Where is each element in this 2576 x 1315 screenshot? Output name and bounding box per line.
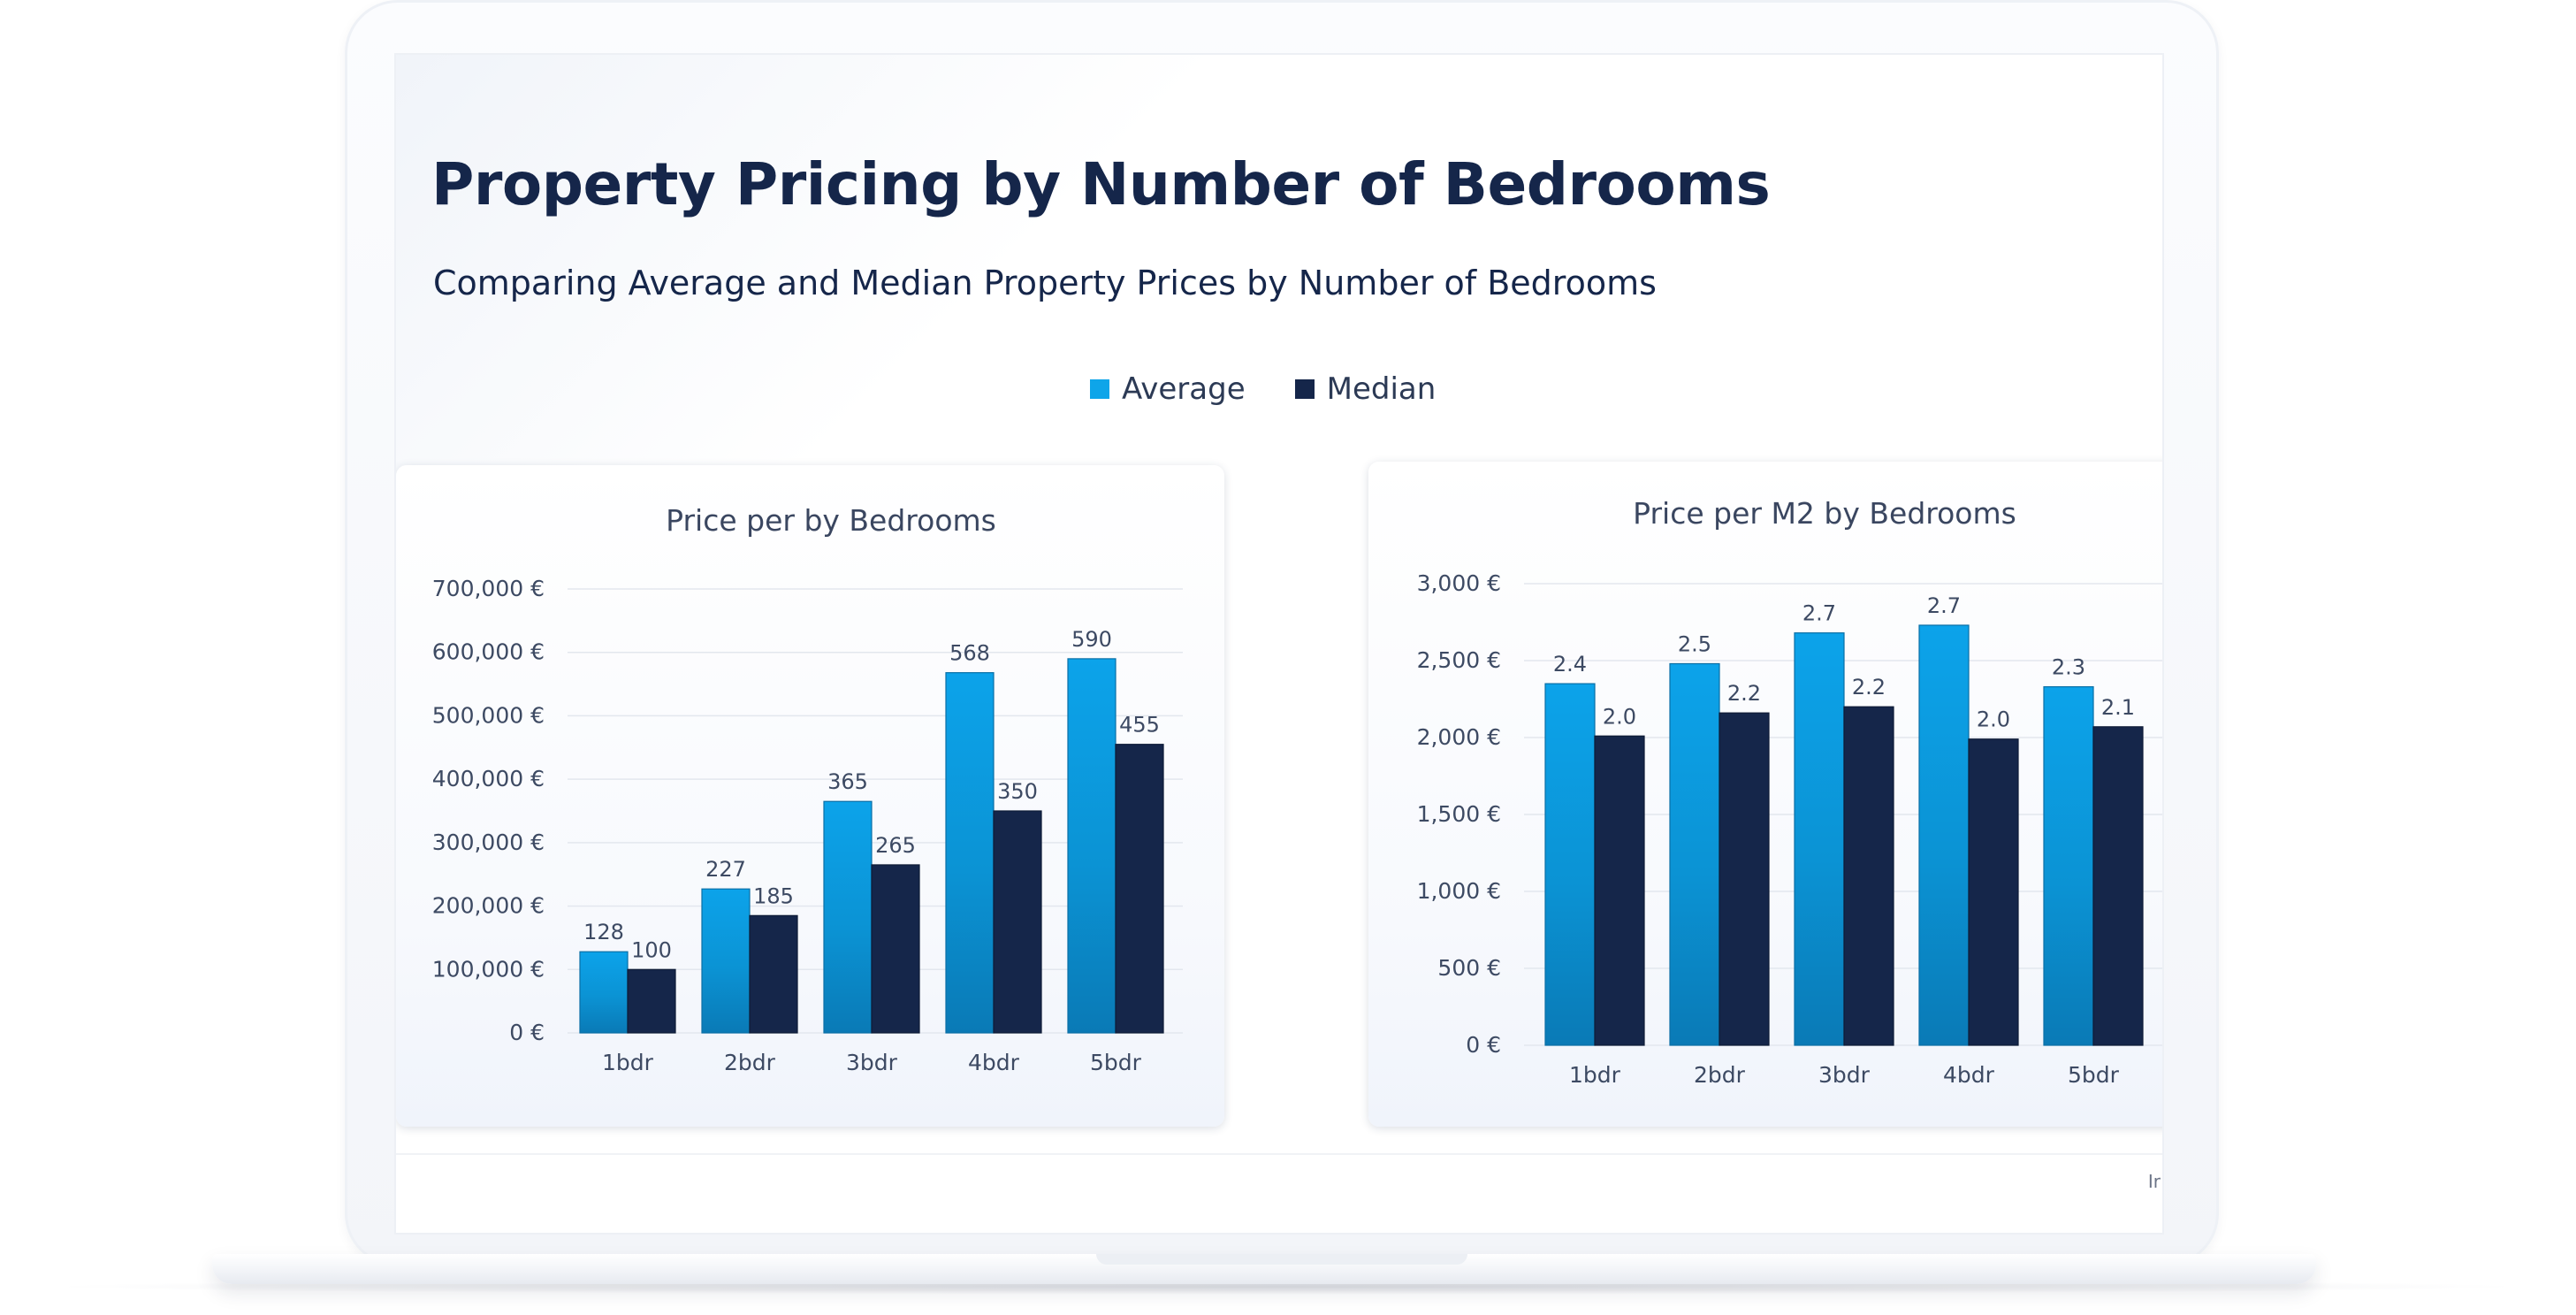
data-label-average-2bdr: 227 <box>705 857 746 882</box>
chart-title: Price per by Bedrooms <box>666 503 996 538</box>
y-tick-label: 0 € <box>509 1020 545 1045</box>
chart-legend: Average Median <box>1090 371 1485 407</box>
bar-median-1bdr <box>627 968 676 1034</box>
data-label-median-2bdr: 185 <box>753 883 794 908</box>
y-tick-label: 600,000 € <box>432 639 545 665</box>
chart-card-price: Price per by Bedrooms 0 € 100,000 € 200,000… <box>396 465 1224 1127</box>
bar-median-1bdr <box>1594 735 1645 1046</box>
x-tick-label-2bdr: 2bdr <box>724 1050 776 1075</box>
data-label-average-5bdr: 590 <box>1071 627 1112 652</box>
y-tick-label: 100,000 € <box>432 956 545 982</box>
data-label-average-1bdr: 128 <box>583 920 624 944</box>
bar-median-3bdr <box>871 864 920 1034</box>
bar-average-1bdr <box>579 951 629 1034</box>
x-tick-label-3bdr: 3bdr <box>846 1050 898 1075</box>
bar-average-2bdr <box>701 888 751 1034</box>
data-label-average-4bdr: 2.7 <box>1927 593 1961 618</box>
data-label-median-1bdr: 2.0 <box>1603 704 1636 729</box>
y-tick-label: 2,000 € <box>1417 724 1501 750</box>
x-tick-label-1bdr: 1bdr <box>1569 1062 1621 1088</box>
y-tick-label: 3,000 € <box>1417 570 1501 596</box>
y-tick-label: 2,500 € <box>1417 647 1501 673</box>
y-tick-label: 1,500 € <box>1417 801 1501 827</box>
data-label-median-3bdr: 265 <box>875 833 916 858</box>
footer-bar <box>396 1153 2162 1208</box>
data-label-median-2bdr: 2.2 <box>1727 681 1761 706</box>
bar-median-4bdr <box>1968 738 2019 1046</box>
data-label-average-4bdr: 568 <box>949 641 990 666</box>
y-tick-label: 0 € <box>1466 1032 1501 1058</box>
bar-median-5bdr <box>2092 726 2144 1046</box>
bar-average-5bdr <box>1067 658 1117 1034</box>
bar-median-4bdr <box>993 810 1042 1034</box>
data-label-average-5bdr: 2.3 <box>2052 655 2085 680</box>
x-tick-label-3bdr: 3bdr <box>1818 1062 1871 1088</box>
y-tick-label: 300,000 € <box>432 830 545 855</box>
data-label-median-4bdr: 2.0 <box>1977 707 2010 732</box>
page-title: Property Pricing by Number of Bedrooms <box>431 150 1771 218</box>
page-subtitle: Comparing Average and Median Property Pr… <box>433 264 1657 302</box>
bar-average-4bdr <box>945 672 995 1034</box>
data-label-average-1bdr: 2.4 <box>1553 652 1587 677</box>
bar-average-3bdr <box>823 800 873 1034</box>
data-label-median-3bdr: 2.2 <box>1852 675 1886 700</box>
x-tick-label-2bdr: 2bdr <box>1694 1062 1746 1088</box>
y-tick-label: 200,000 € <box>432 893 545 919</box>
bar-average-4bdr <box>1918 624 1970 1046</box>
data-label-average-2bdr: 2.5 <box>1678 631 1711 656</box>
bar-median-3bdr <box>1843 706 1894 1046</box>
data-label-median-5bdr: 455 <box>1119 713 1160 738</box>
bar-average-2bdr <box>1669 662 1720 1046</box>
chart-price-m2-by-bedrooms: Price per M2 by Bedrooms 0 € 500 € 1,000 € 1… <box>1417 496 2162 1088</box>
y-tick-label: 700,000 € <box>432 576 545 601</box>
y-tick-label: 1,000 € <box>1417 878 1501 904</box>
legend-item-average[interactable]: Average <box>1090 371 1246 407</box>
laptop-notch <box>1096 1254 1467 1265</box>
legend-item-median[interactable]: Median <box>1294 371 1437 407</box>
legend-swatch-average <box>1090 379 1109 399</box>
data-label-average-3bdr: 365 <box>827 769 868 794</box>
bar-median-2bdr <box>749 914 798 1034</box>
x-tick-label-5bdr: 5bdr <box>2068 1062 2120 1088</box>
chart-price-by-bedrooms: Price per by Bedrooms 0 € 100,000 € 200,000… <box>432 503 1183 1075</box>
data-label-average-3bdr: 2.7 <box>1802 601 1836 626</box>
bar-average-5bdr <box>2043 685 2094 1046</box>
x-tick-label-1bdr: 1bdr <box>602 1050 654 1075</box>
laptop-screen: Property Pricing by Number of Bedrooms C… <box>396 55 2162 1233</box>
x-tick-label-4bdr: 4bdr <box>968 1050 1020 1075</box>
data-label-median-4bdr: 350 <box>997 779 1038 804</box>
chart-card-price-m2: Price per M2 by Bedrooms 0 € 500 € 1,000 € 1… <box>1368 462 2162 1127</box>
x-tick-label-5bdr: 5bdr <box>1090 1050 1142 1075</box>
bar-average-1bdr <box>1544 683 1596 1046</box>
legend-swatch-median <box>1294 379 1315 399</box>
data-label-median-5bdr: 2.1 <box>2101 695 2135 720</box>
x-tick-label-4bdr: 4bdr <box>1943 1062 1995 1088</box>
data-label-median-1bdr: 100 <box>631 937 672 962</box>
legend-label-average: Average <box>1122 371 1246 407</box>
y-tick-label: 500,000 € <box>432 702 545 728</box>
y-tick-label: 400,000 € <box>432 766 545 791</box>
bar-average-3bdr <box>1794 632 1845 1046</box>
y-tick-label: 500 € <box>1437 955 1501 981</box>
bar-median-2bdr <box>1719 712 1770 1046</box>
chart-title: Price per M2 by Bedrooms <box>1633 496 2016 531</box>
legend-label-median: Median <box>1326 371 1437 407</box>
footer-text: Ir <box>2147 1171 2161 1192</box>
bar-median-5bdr <box>1115 744 1164 1034</box>
